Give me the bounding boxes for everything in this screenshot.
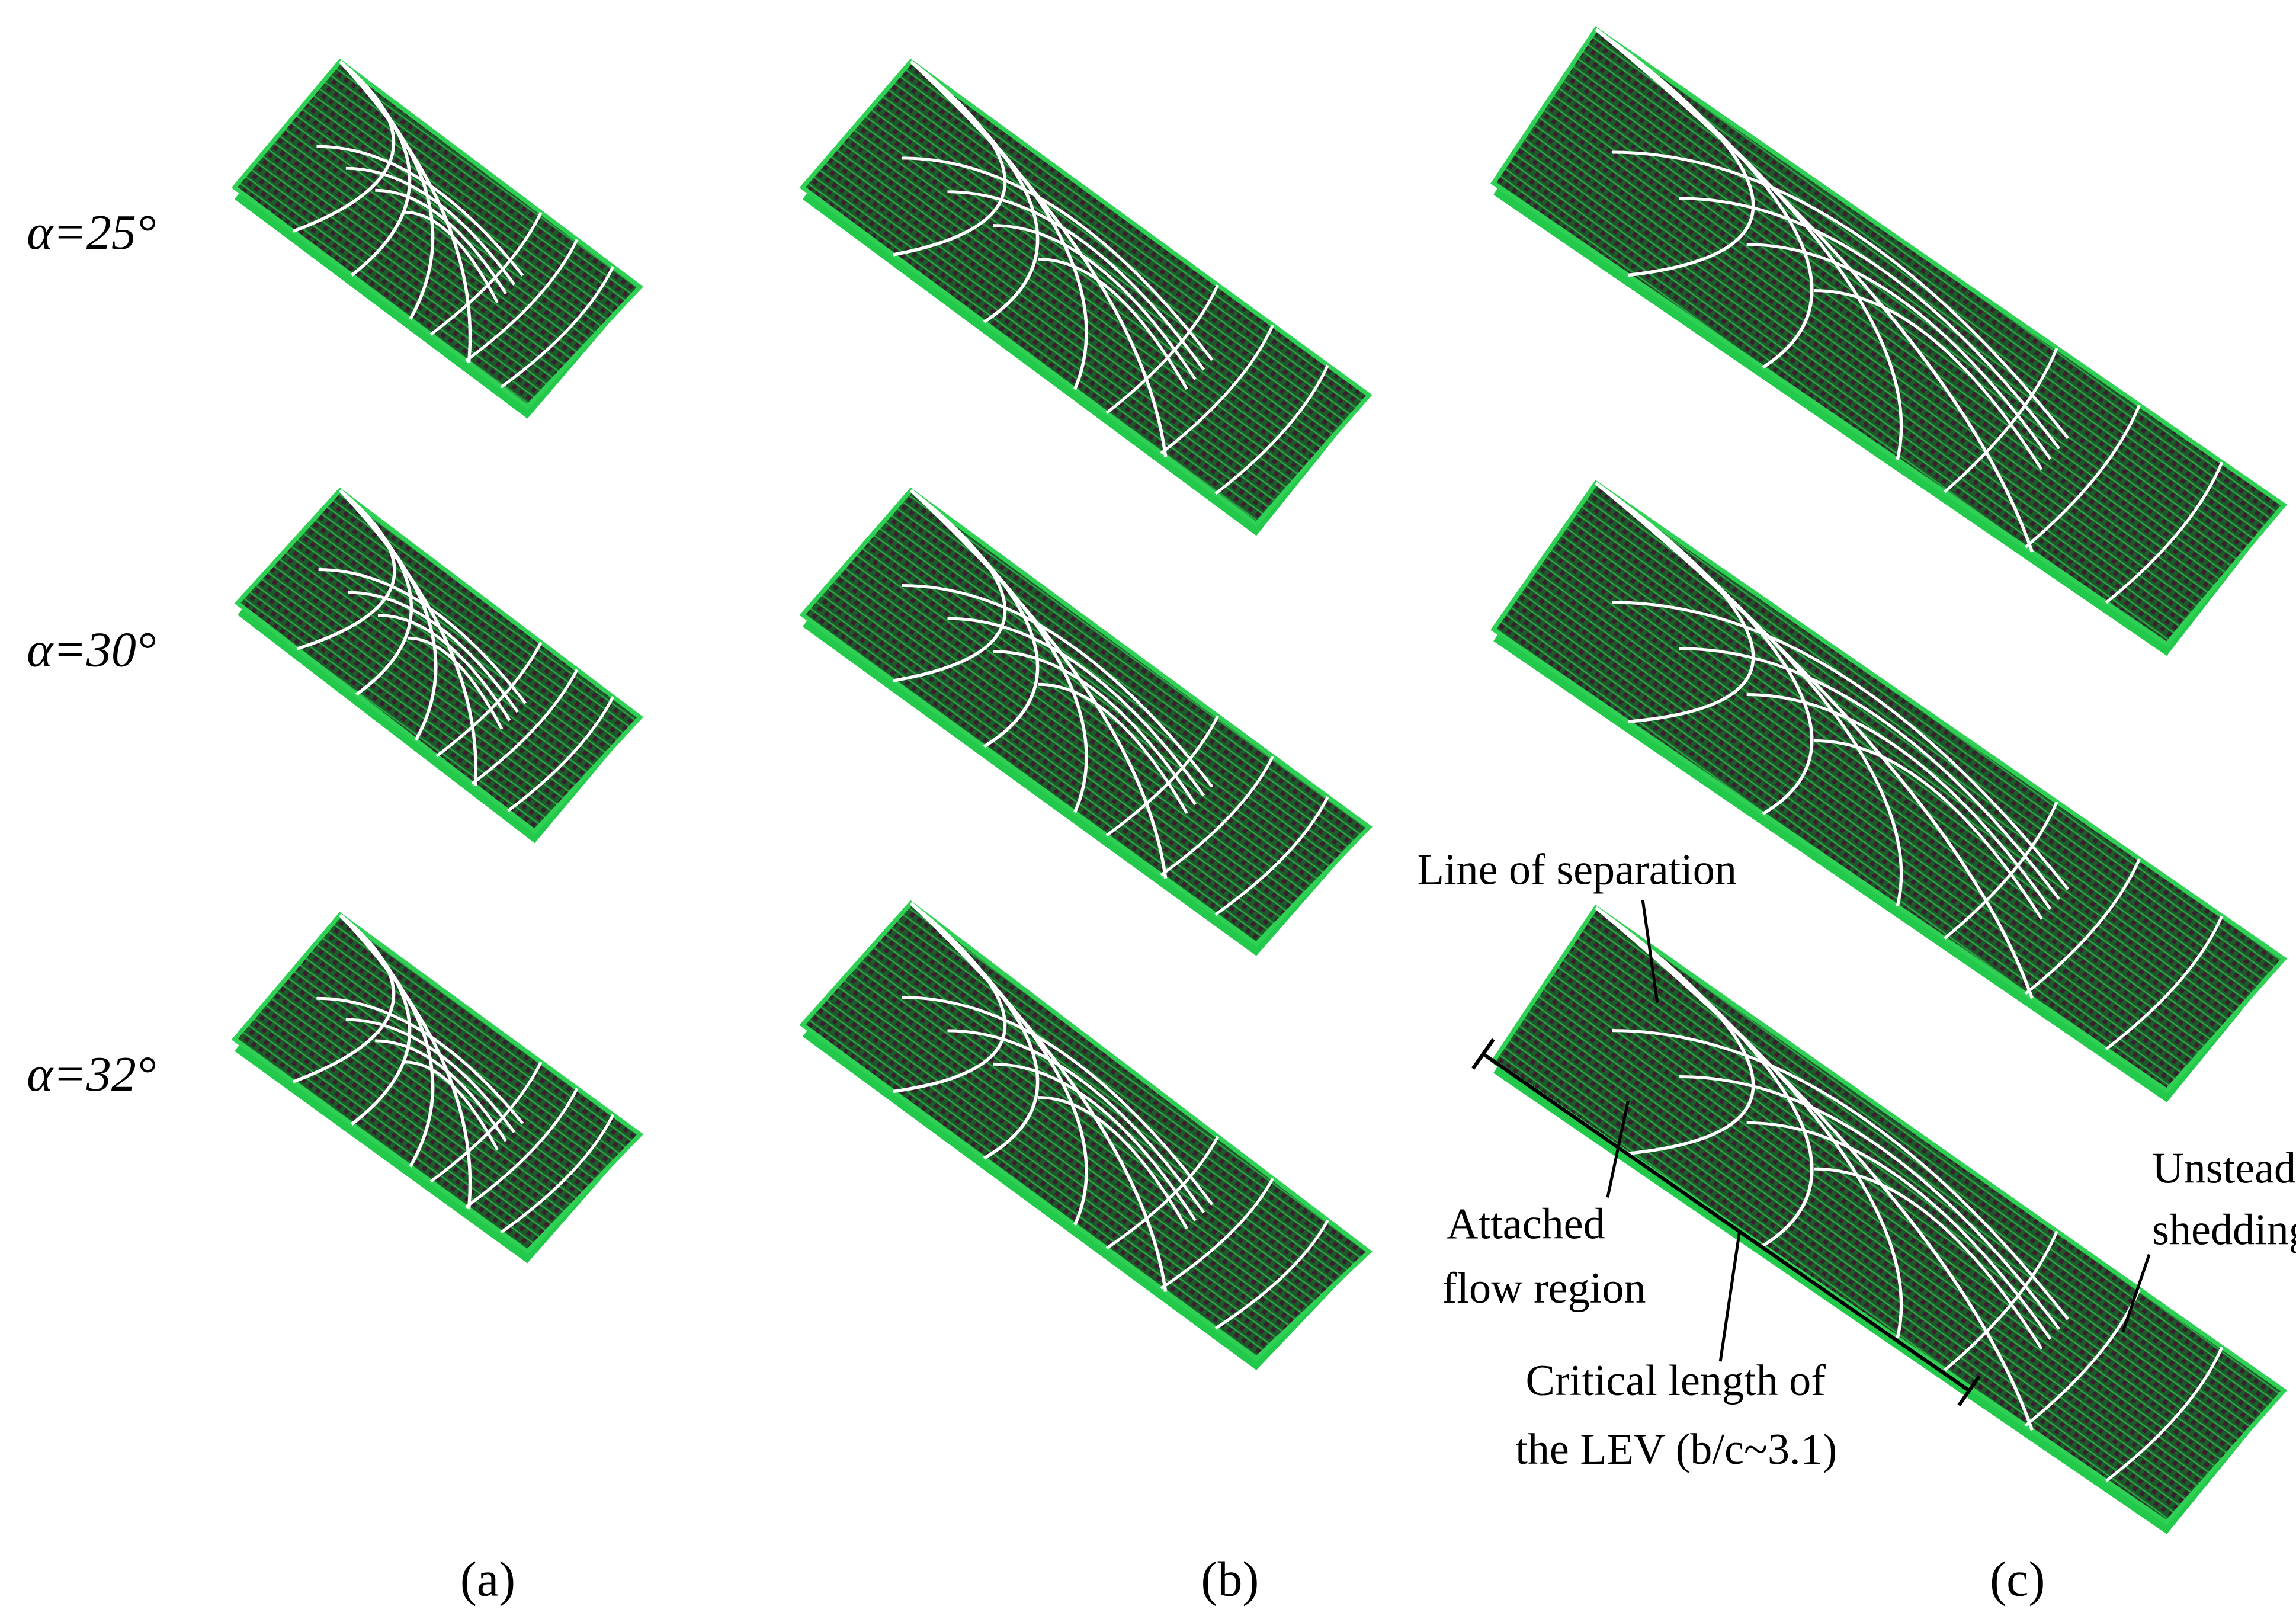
wing-surface bbox=[1490, 26, 2288, 647]
streamline bbox=[1214, 1219, 1329, 1330]
streamline bbox=[1160, 755, 1274, 877]
annotation: Unsteady bbox=[2152, 1144, 2296, 1193]
streamline bbox=[1746, 693, 2052, 910]
streamline bbox=[1214, 364, 1329, 495]
streamline bbox=[2105, 1347, 2224, 1482]
streamline bbox=[1038, 682, 1188, 814]
streamline bbox=[1105, 1136, 1220, 1250]
streamline bbox=[1038, 1096, 1188, 1230]
streamline bbox=[375, 188, 508, 294]
streamline bbox=[1612, 1029, 2070, 1320]
streamline bbox=[1595, 482, 2034, 999]
panel-label: (c) bbox=[1990, 1551, 2045, 1607]
streamline bbox=[338, 60, 472, 364]
streamline bbox=[1160, 324, 1274, 455]
streamline bbox=[947, 1029, 1205, 1214]
wing-surface bbox=[234, 487, 644, 835]
streamline bbox=[902, 156, 1214, 361]
streamline bbox=[2105, 461, 2224, 604]
streamline bbox=[1679, 1075, 2061, 1331]
streamline bbox=[902, 996, 1214, 1206]
streamline bbox=[348, 591, 519, 713]
streamline bbox=[316, 996, 524, 1125]
streamline bbox=[1679, 647, 2061, 900]
annotation: shedding bbox=[2152, 1206, 2296, 1254]
wing-surface bbox=[799, 58, 1373, 527]
streamline bbox=[404, 1060, 499, 1151]
streamline bbox=[909, 60, 1168, 457]
annotation: the LEV (b/c~3.1) bbox=[1515, 1425, 1837, 1474]
streamline bbox=[2105, 915, 2224, 1050]
streamline bbox=[506, 696, 615, 812]
streamline bbox=[993, 224, 1197, 380]
row-label: α=25° bbox=[27, 205, 156, 260]
streamline bbox=[1160, 1178, 1274, 1290]
streamline bbox=[339, 913, 472, 1210]
streamline bbox=[2024, 858, 2141, 995]
streamline bbox=[429, 1061, 543, 1183]
streamline bbox=[345, 166, 516, 286]
wing-photos bbox=[231, 26, 2288, 1534]
streamline bbox=[947, 617, 1205, 797]
streamline bbox=[435, 642, 543, 758]
streamline bbox=[993, 650, 1197, 806]
row-label: α=32° bbox=[27, 1047, 156, 1102]
streamline bbox=[947, 190, 1205, 371]
streamline bbox=[1214, 796, 1329, 916]
panel-label: (a) bbox=[460, 1551, 515, 1607]
streamline bbox=[500, 265, 615, 389]
streamline bbox=[316, 145, 524, 277]
streamline bbox=[1814, 1167, 2043, 1350]
streamline bbox=[902, 584, 1214, 788]
streamline bbox=[471, 669, 579, 785]
annotation: flow region bbox=[1442, 1264, 1646, 1313]
streamline bbox=[1944, 801, 2058, 940]
streamline bbox=[1595, 906, 2034, 1431]
streamline bbox=[465, 239, 579, 363]
streamline bbox=[404, 210, 499, 303]
streamline bbox=[1746, 243, 2052, 460]
streamline bbox=[993, 1062, 1197, 1222]
streamline bbox=[338, 489, 477, 786]
streamline bbox=[465, 1088, 579, 1208]
annotation: Attached bbox=[1447, 1200, 1605, 1249]
streamline bbox=[377, 614, 511, 722]
wing-surface bbox=[799, 487, 1373, 947]
streamline bbox=[1944, 347, 2058, 493]
annotation: Critical length of bbox=[1526, 1357, 1826, 1405]
streamline bbox=[1944, 1230, 2058, 1371]
panel-label: (b) bbox=[1201, 1551, 1259, 1607]
row-label: α=30° bbox=[27, 622, 156, 677]
streamline bbox=[909, 489, 1168, 879]
streamline bbox=[909, 902, 1168, 1292]
streamline bbox=[408, 636, 504, 730]
streamline bbox=[429, 211, 543, 336]
streamline bbox=[375, 1039, 508, 1142]
streamline bbox=[1679, 197, 2061, 450]
streamline bbox=[500, 1114, 615, 1234]
streamline bbox=[1612, 601, 2069, 890]
streamline bbox=[1105, 715, 1220, 837]
wing-surface bbox=[799, 900, 1373, 1361]
annotation-lines bbox=[1471, 900, 2151, 1406]
streamline bbox=[1746, 1121, 2052, 1340]
streamline bbox=[345, 1018, 516, 1133]
streamline bbox=[1612, 150, 2069, 440]
annotation: Line of separation bbox=[1418, 846, 1737, 895]
streamline bbox=[2024, 404, 2141, 549]
streamline bbox=[1105, 284, 1220, 415]
